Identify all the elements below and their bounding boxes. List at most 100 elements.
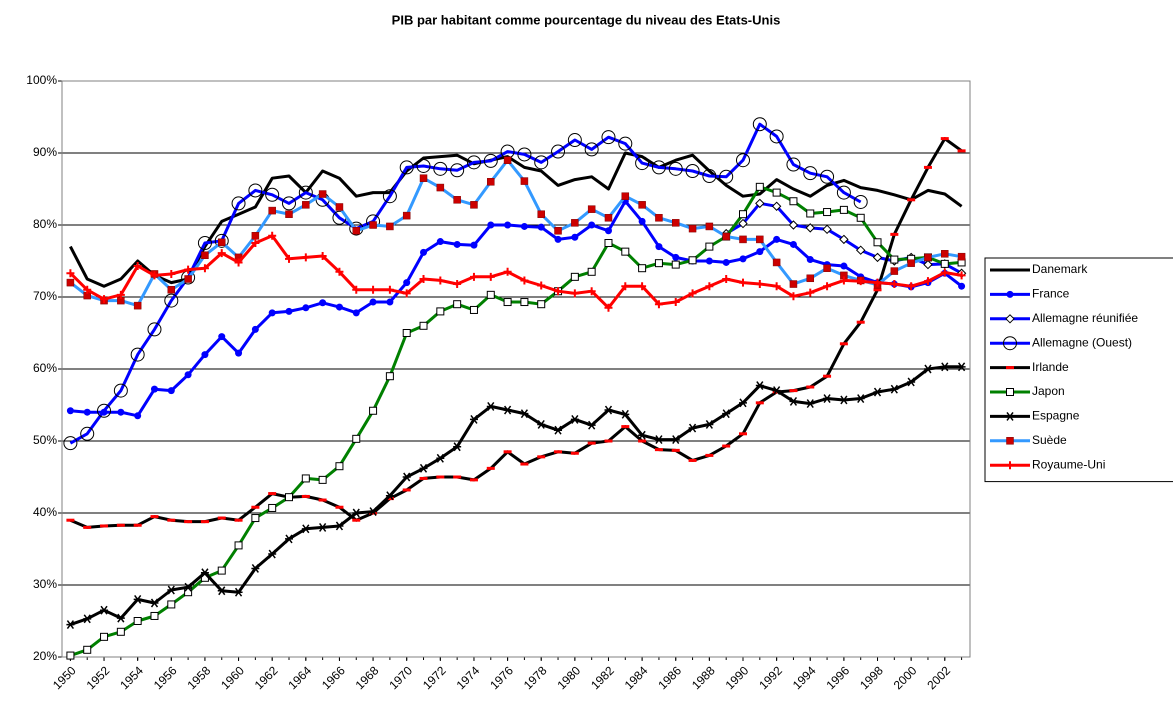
marker	[803, 166, 818, 181]
marker	[184, 275, 192, 283]
marker	[872, 252, 883, 263]
marker	[453, 280, 462, 289]
marker	[958, 282, 966, 290]
y-tick-label: 20%	[33, 649, 57, 663]
marker	[638, 264, 647, 273]
x-tick-label: 1988	[689, 663, 718, 692]
marker	[1005, 314, 1015, 324]
x-tick-label: 1960	[218, 663, 247, 692]
marker	[470, 201, 478, 209]
marker	[302, 304, 310, 312]
marker	[601, 130, 616, 145]
marker	[469, 414, 478, 424]
marker	[957, 362, 966, 372]
legend-label: Japon	[1032, 384, 1065, 398]
marker	[738, 218, 748, 229]
marker	[402, 472, 411, 482]
marker	[248, 183, 263, 198]
x-tick-label: 1980	[554, 663, 583, 692]
marker	[298, 185, 313, 200]
marker	[823, 394, 832, 403]
marker	[419, 275, 428, 283]
marker	[671, 298, 680, 307]
marker	[638, 282, 647, 291]
marker	[83, 614, 92, 624]
marker	[234, 258, 243, 267]
marker	[570, 272, 579, 281]
marker	[133, 301, 142, 310]
marker	[688, 256, 697, 265]
marker	[285, 307, 293, 315]
marker	[503, 156, 512, 164]
marker	[855, 245, 866, 255]
marker	[251, 232, 260, 240]
marker	[113, 383, 128, 398]
marker	[551, 144, 566, 159]
marker	[654, 300, 663, 309]
marker	[436, 453, 445, 463]
x-tick-label: 2002	[924, 663, 953, 692]
marker	[100, 605, 109, 615]
marker	[466, 155, 481, 170]
marker	[335, 521, 344, 531]
marker	[486, 290, 495, 299]
marker	[789, 240, 797, 248]
marker	[200, 568, 209, 578]
marker	[486, 272, 495, 281]
marker	[806, 399, 815, 409]
marker	[335, 203, 344, 211]
marker	[722, 258, 730, 266]
marker	[705, 242, 714, 251]
marker	[771, 201, 782, 211]
marker	[352, 309, 360, 317]
marker	[167, 585, 176, 595]
x-tick-label: 1954	[117, 663, 146, 692]
legend-label: Irlande	[1032, 360, 1069, 374]
legend-label: Royaume-Uni	[1032, 457, 1105, 471]
marker	[436, 183, 445, 192]
marker	[133, 617, 142, 625]
marker	[268, 231, 277, 240]
marker	[66, 278, 75, 287]
marker	[537, 223, 545, 231]
marker	[806, 256, 814, 264]
marker	[752, 117, 767, 132]
marker	[587, 205, 596, 213]
marker	[453, 300, 462, 309]
marker	[487, 178, 495, 186]
marker	[940, 259, 949, 268]
marker	[823, 208, 832, 217]
y-tick-label: 50%	[33, 433, 57, 447]
marker	[772, 282, 781, 291]
legend-label: Espagne	[1032, 409, 1080, 423]
marker	[486, 401, 495, 411]
marker	[736, 153, 750, 168]
marker	[554, 235, 562, 243]
marker	[352, 434, 361, 443]
marker	[335, 462, 344, 471]
x-tick-label: 1972	[420, 663, 449, 692]
marker	[635, 156, 650, 171]
marker	[285, 493, 293, 502]
marker	[806, 209, 815, 218]
marker	[839, 395, 848, 405]
marker	[836, 185, 851, 200]
marker	[924, 253, 932, 262]
marker	[1006, 290, 1014, 298]
marker	[604, 227, 612, 235]
legend-label: Danemark	[1032, 262, 1088, 276]
marker	[554, 425, 563, 435]
marker	[301, 253, 310, 262]
marker	[150, 611, 159, 620]
marker	[301, 474, 310, 483]
marker	[668, 161, 683, 176]
x-tick-label: 1966	[319, 663, 348, 692]
x-tick-label: 1958	[185, 663, 214, 692]
x-tick-label: 1962	[252, 663, 281, 692]
marker	[890, 267, 899, 275]
marker	[820, 169, 835, 184]
marker	[217, 566, 226, 575]
marker	[386, 298, 394, 306]
marker	[789, 396, 798, 406]
marker	[251, 514, 260, 523]
